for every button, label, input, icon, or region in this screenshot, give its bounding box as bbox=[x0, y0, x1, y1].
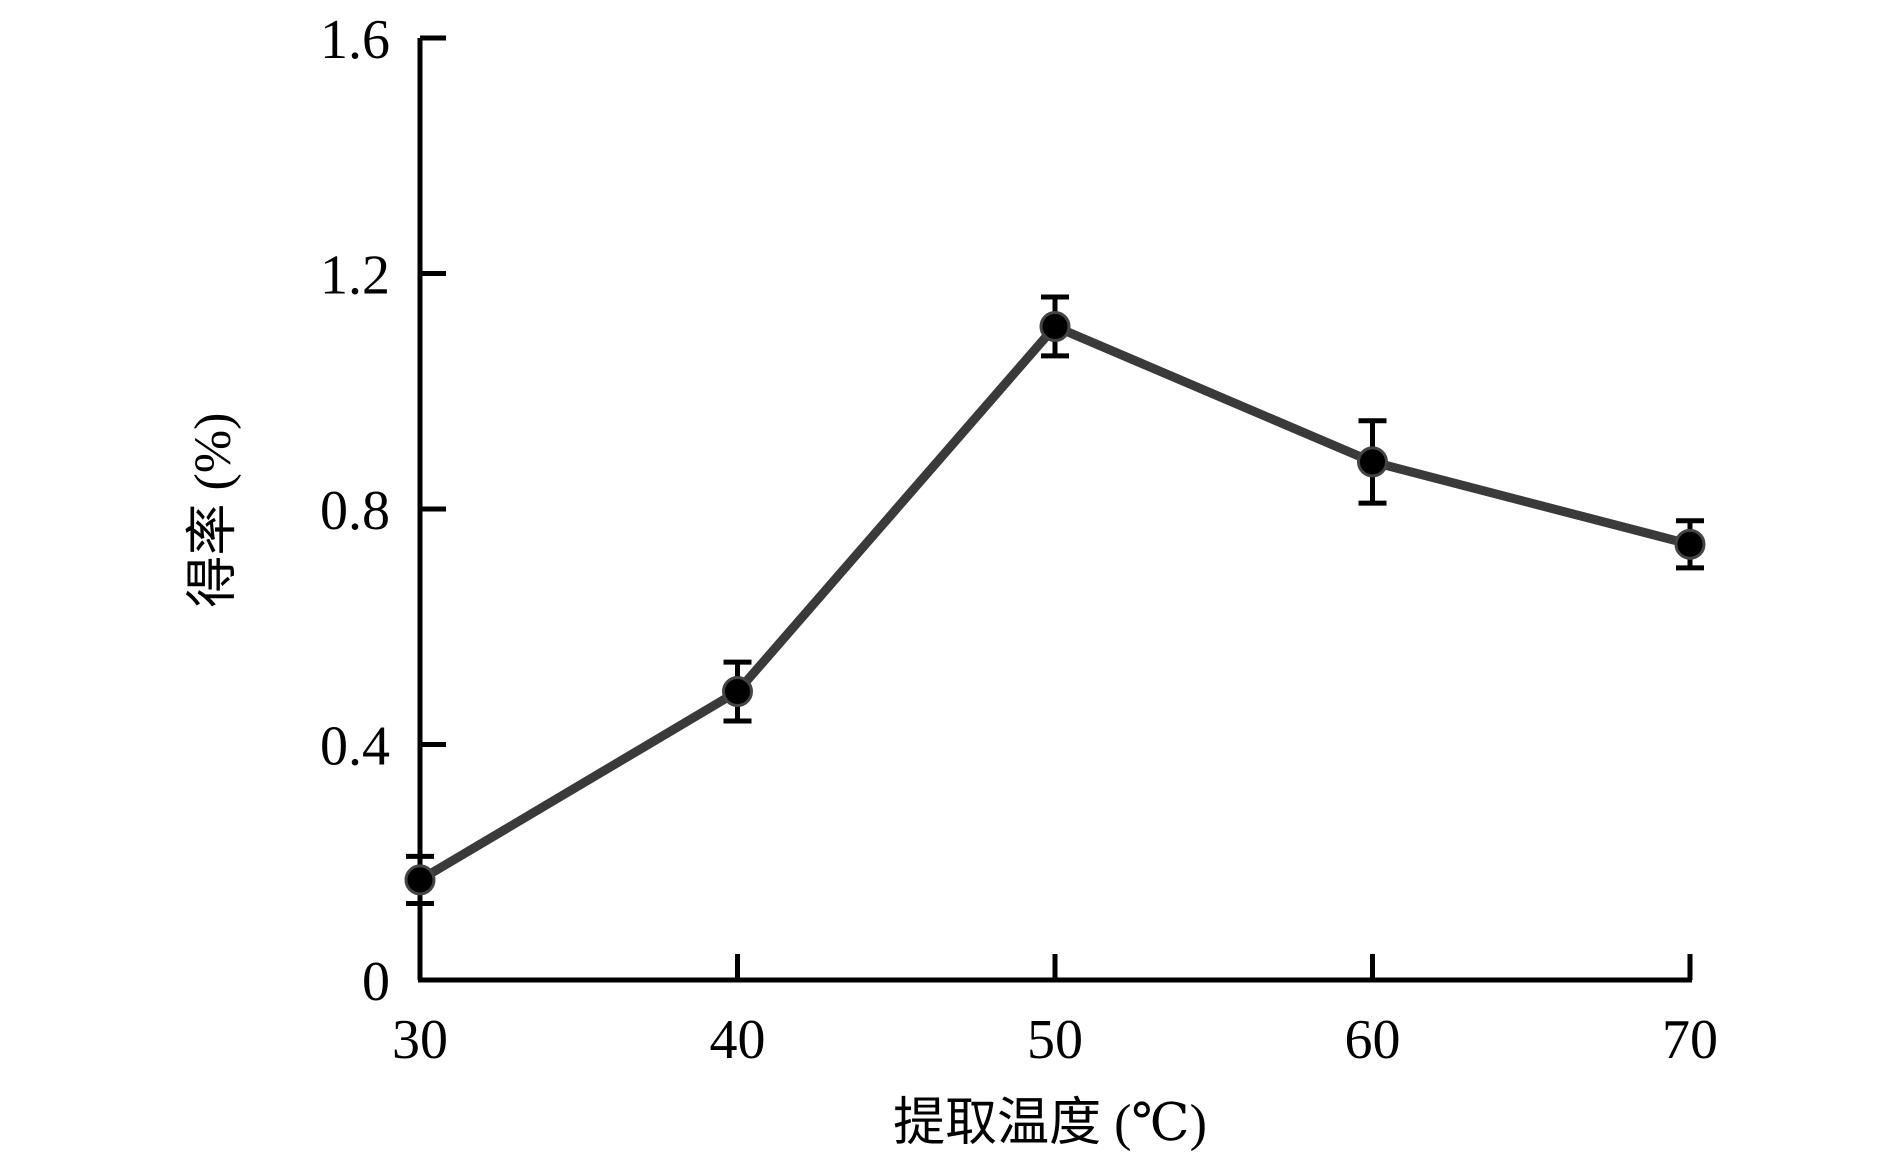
data-series bbox=[404, 294, 1706, 906]
y-axis-label: 得率 (%) bbox=[185, 413, 242, 608]
y-tick-label: 1.6 bbox=[320, 9, 390, 71]
data-point bbox=[722, 676, 753, 708]
data-point bbox=[1357, 446, 1388, 478]
data-point bbox=[1039, 310, 1071, 342]
x-tick-label: 30 bbox=[392, 1009, 448, 1071]
y-tick-label: 0 bbox=[362, 951, 390, 1013]
x-tick-label: 50 bbox=[1027, 1009, 1083, 1071]
y-tick-label: 1.2 bbox=[320, 245, 390, 307]
series-line bbox=[417, 321, 1692, 884]
data-point bbox=[1674, 528, 1706, 560]
data-point bbox=[404, 864, 436, 896]
y-axis-ticks: 0 0.4 0.8 1.2 1.6 bbox=[320, 9, 446, 1013]
axes bbox=[417, 38, 1692, 983]
x-axis-label: 提取温度 (℃) bbox=[893, 1095, 1207, 1152]
x-tick-label: 70 bbox=[1662, 1009, 1718, 1071]
x-tick-label: 40 bbox=[710, 1009, 766, 1071]
y-tick-label: 0.8 bbox=[320, 480, 390, 542]
y-tick-label: 0.4 bbox=[320, 716, 390, 778]
x-tick-label: 60 bbox=[1345, 1009, 1401, 1071]
x-axis-ticks: 30 40 50 60 70 bbox=[392, 954, 1718, 1071]
